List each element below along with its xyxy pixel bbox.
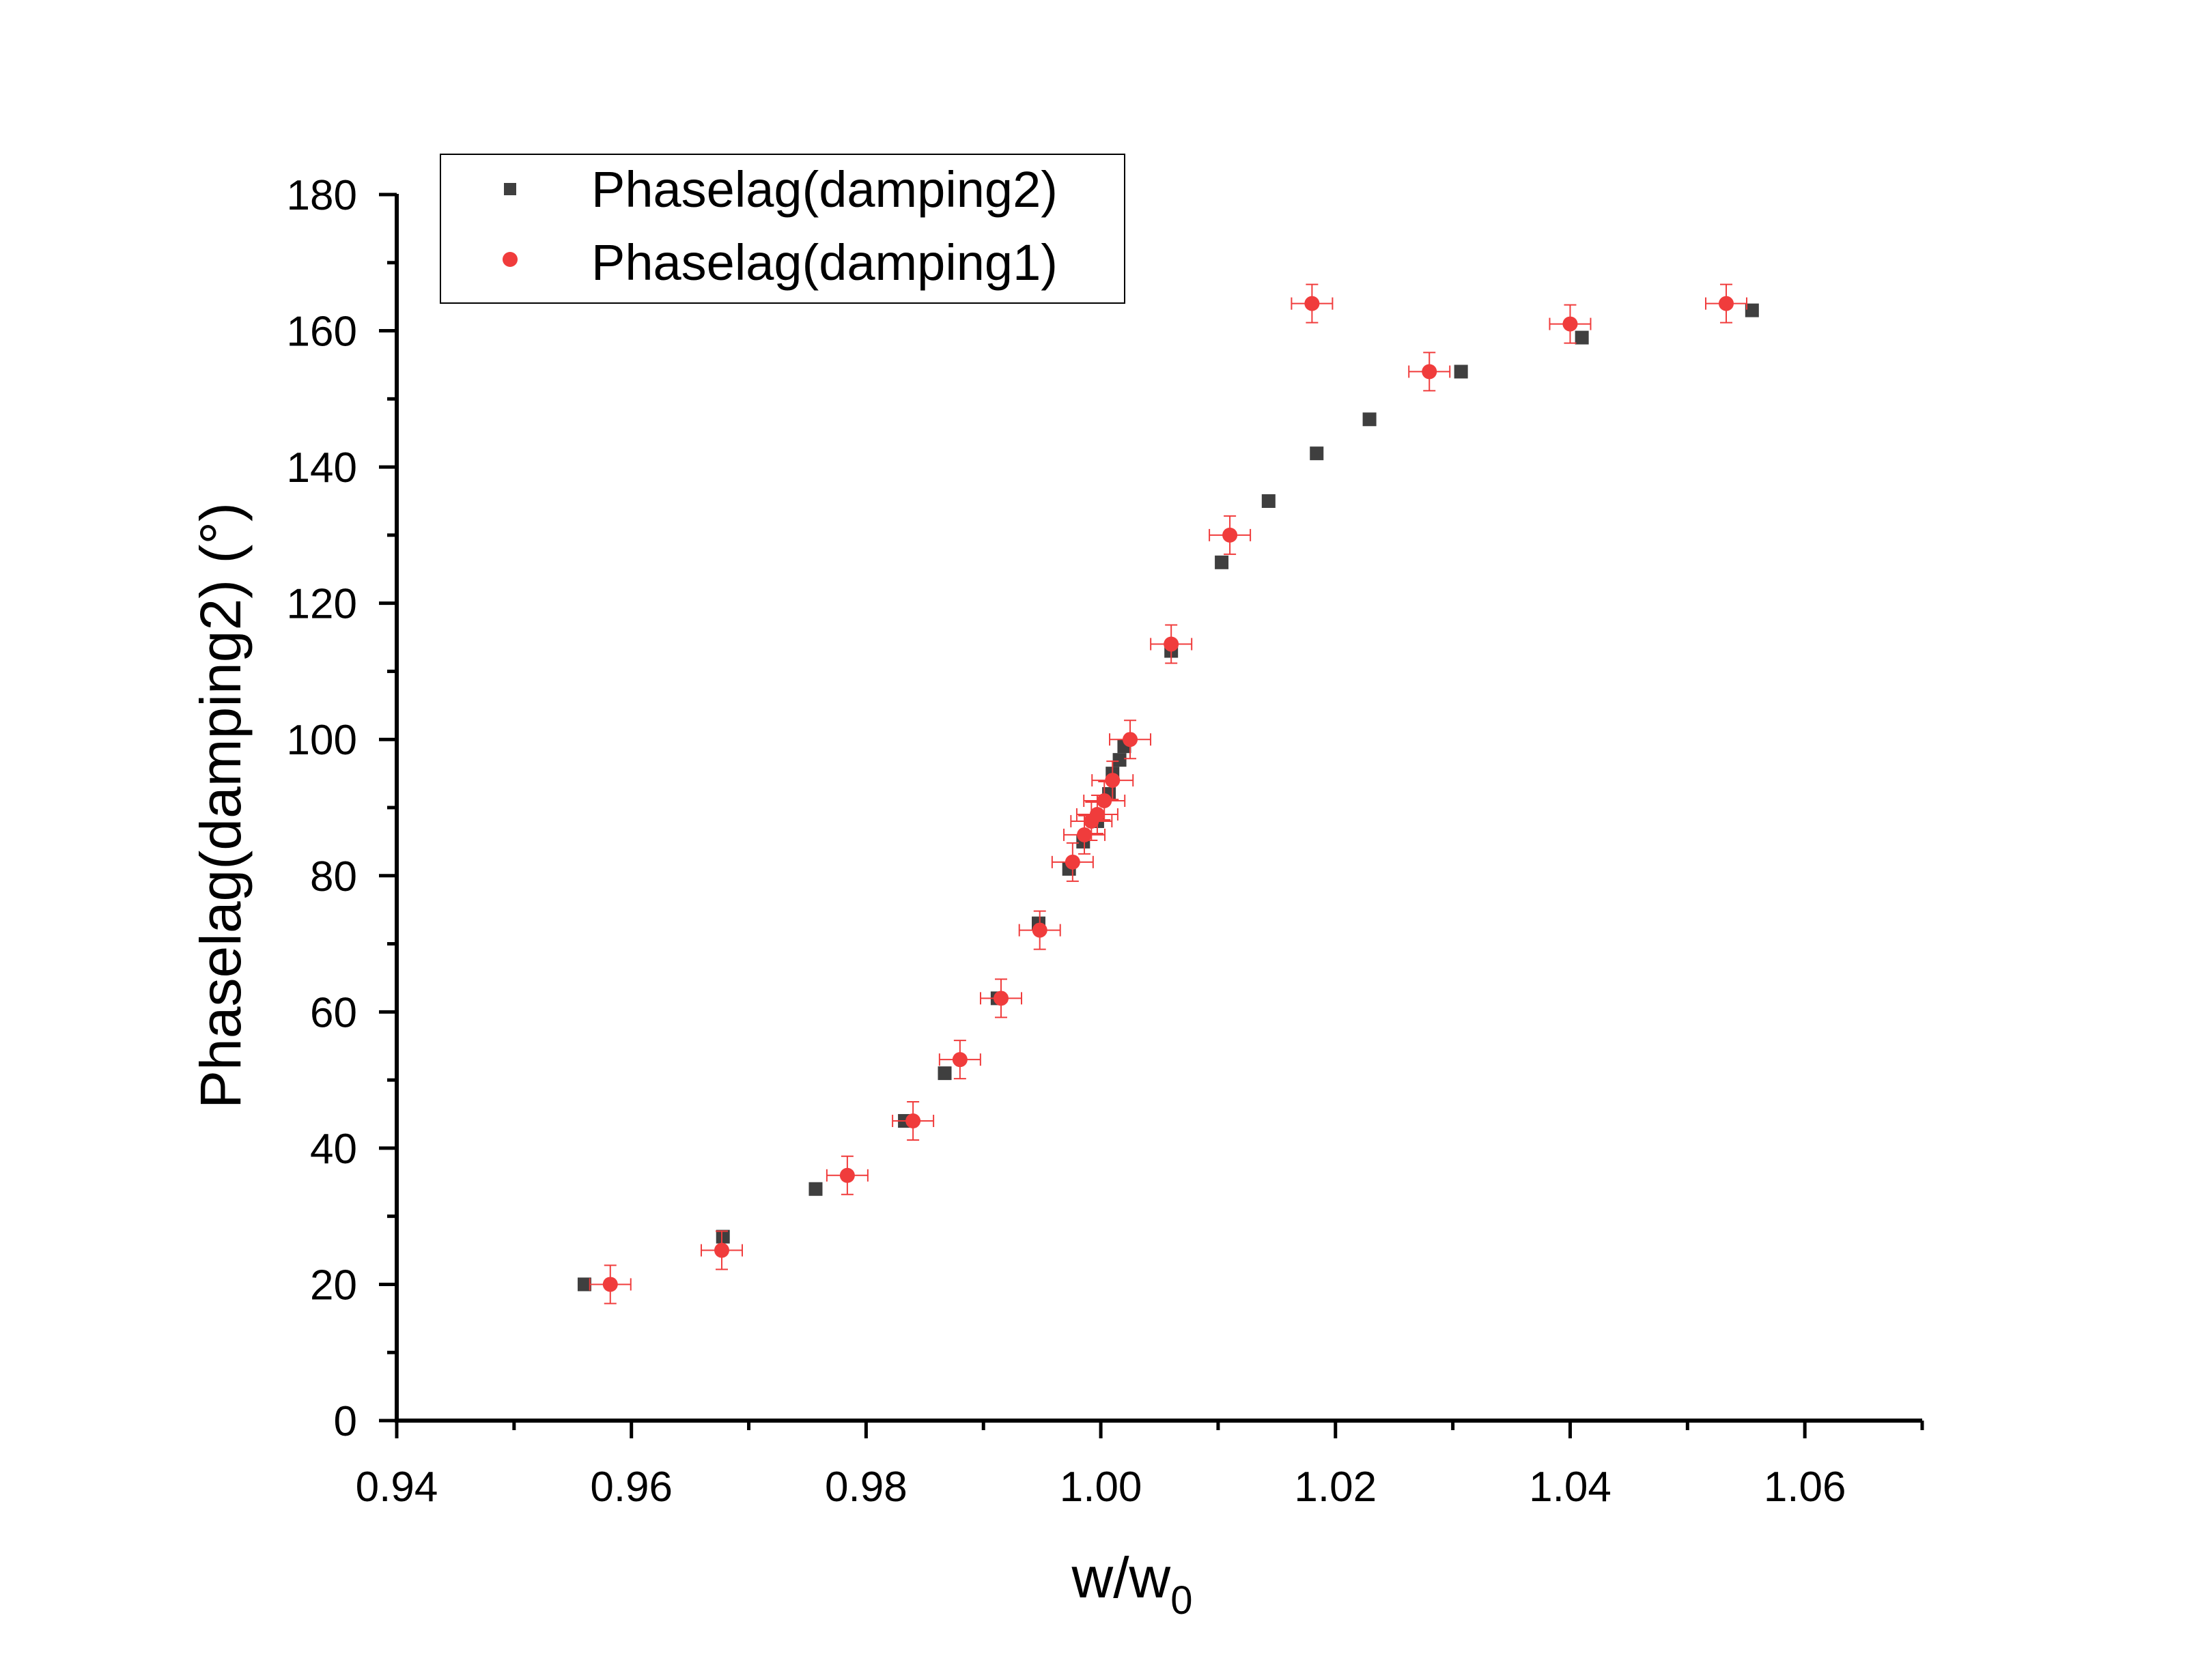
x-tick-label: 1.04 — [1529, 1464, 1611, 1511]
x-axis-title-main: w/w — [1071, 1546, 1171, 1610]
plot-area — [577, 283, 1759, 1305]
data-point-damping1 — [1032, 922, 1047, 938]
legend-label-damping2: Phaselag(damping2) — [591, 161, 1058, 218]
x-axis-title-subscript: 0 — [1170, 1578, 1192, 1623]
y-tick-label: 140 — [287, 444, 357, 492]
data-point-damping1 — [1089, 806, 1105, 822]
data-point-damping1 — [1065, 854, 1080, 870]
x-tick-label: 0.96 — [590, 1464, 673, 1511]
y-tick-label: 160 — [287, 309, 357, 356]
data-point-damping1 — [1304, 296, 1320, 311]
data-point-damping2 — [1745, 303, 1759, 317]
data-point-damping1 — [905, 1113, 921, 1128]
x-tick-label: 1.02 — [1294, 1464, 1377, 1511]
data-point-damping1 — [1077, 827, 1093, 842]
data-point-damping1 — [1097, 793, 1112, 809]
data-point-damping1 — [602, 1277, 618, 1292]
y-tick-label: 60 — [310, 989, 357, 1036]
y-tick-label: 80 — [310, 853, 357, 900]
data-point-damping2 — [808, 1182, 823, 1196]
y-tick-label: 100 — [287, 717, 357, 764]
data-point-damping2 — [1112, 753, 1127, 767]
y-tick-label: 0 — [334, 1398, 357, 1445]
data-point-damping1 — [1222, 527, 1238, 543]
y-tick-label: 20 — [310, 1262, 357, 1309]
data-point-damping2 — [1215, 555, 1229, 569]
data-point-damping1 — [1164, 636, 1179, 652]
data-point-damping1 — [714, 1242, 730, 1258]
y-tick-label: 40 — [310, 1126, 357, 1173]
data-point-damping1 — [1562, 316, 1578, 332]
data-point-damping1 — [1105, 773, 1121, 788]
legend-label-damping1: Phaselag(damping1) — [591, 234, 1058, 291]
x-axis-title: w/w0 — [1071, 1546, 1193, 1623]
legend-marker-damping2 — [504, 183, 516, 195]
x-tick-label: 1.06 — [1764, 1464, 1846, 1511]
data-point-damping2 — [1261, 494, 1276, 508]
data-point-damping2 — [938, 1066, 952, 1081]
axes: 0.94 0.96 0.98 1.00 1.02 1.04 1.06 0 20 40 60 80 100… — [287, 172, 1924, 1511]
data-point-damping2 — [716, 1229, 730, 1244]
x-tick-label: 1.00 — [1060, 1464, 1142, 1511]
legend-marker-damping1 — [503, 252, 518, 267]
data-point-damping2 — [1310, 446, 1324, 461]
data-point-damping2 — [1575, 330, 1589, 345]
data-point-damping2 — [577, 1277, 591, 1292]
data-point-damping1 — [952, 1052, 968, 1068]
data-point-damping2 — [1454, 365, 1468, 379]
data-point-damping1 — [1719, 296, 1734, 311]
data-point-damping1 — [1422, 364, 1437, 380]
x-tick-label: 0.94 — [356, 1464, 438, 1511]
legend-box — [440, 154, 1125, 304]
x-tick-label: 0.98 — [825, 1464, 907, 1511]
legend: Phaselag(damping2) Phaselag(damping1) — [440, 154, 1125, 304]
data-point-damping1 — [994, 991, 1009, 1006]
y-tick-label: 180 — [287, 172, 357, 219]
data-point-damping1 — [1123, 732, 1138, 748]
y-axis-title: Phaselag(damping2) (°) — [188, 502, 253, 1109]
data-point-damping2 — [1362, 412, 1377, 427]
data-point-damping1 — [839, 1167, 855, 1183]
y-tick-label: 120 — [287, 581, 357, 628]
